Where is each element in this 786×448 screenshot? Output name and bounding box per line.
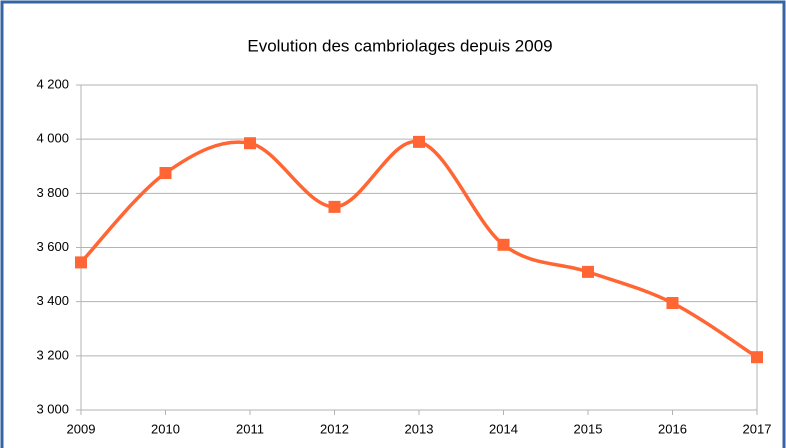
x-tick-label: 2010 — [151, 421, 180, 436]
y-tick-label: 3 200 — [36, 347, 69, 362]
x-tick-label: 2009 — [67, 421, 96, 436]
marker — [497, 238, 510, 251]
marker — [328, 200, 341, 213]
marker — [75, 256, 87, 269]
y-tick-label: 3 000 — [36, 401, 69, 416]
y-tick-label: 3 800 — [36, 185, 69, 200]
y-tick-label: 4 000 — [36, 131, 69, 146]
x-tick-label: 2011 — [236, 421, 264, 436]
y-tick-label: 3 600 — [36, 239, 69, 254]
marker — [582, 265, 594, 278]
marker — [413, 135, 425, 148]
x-tick-label: 2017 — [743, 421, 772, 436]
x-tick-label: 2013 — [405, 421, 434, 436]
x-tick-label: 2016 — [658, 421, 687, 436]
marker — [666, 297, 679, 310]
marker — [244, 137, 256, 150]
chart-title: Evolution des cambriolages depuis 2009 — [247, 36, 552, 55]
marker — [159, 167, 172, 180]
x-tick-label: 2015 — [574, 421, 603, 436]
x-tick-label: 2014 — [489, 421, 518, 436]
y-tick-label: 4 200 — [36, 76, 69, 91]
y-tick-label: 3 400 — [36, 293, 69, 308]
marker — [751, 351, 763, 364]
x-tick-label: 2012 — [320, 421, 349, 436]
